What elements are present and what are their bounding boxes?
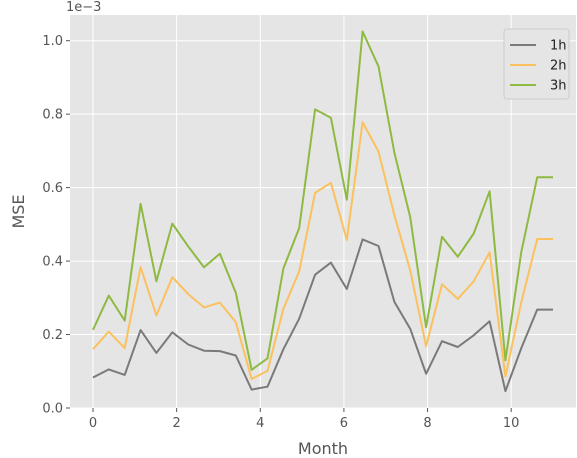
series-line-2h: [92, 121, 553, 380]
series-layer: [92, 30, 553, 393]
y-axis-label: MSE: [9, 194, 28, 228]
legend-box: [503, 28, 570, 100]
legend-label-3h: 3h: [550, 79, 567, 94]
legend-label-1h: 1h: [550, 39, 567, 54]
legend-label-2h: 2h: [550, 59, 567, 74]
series-line-3h: [92, 30, 553, 371]
y-tick-label: 1.0: [42, 34, 63, 49]
y-tick-label: 0.2: [42, 328, 63, 343]
y-tick-label: 0.4: [42, 255, 63, 270]
plot-area: [70, 15, 576, 408]
x-tick-label: 10: [503, 416, 520, 431]
x-tick-label: 4: [256, 416, 264, 431]
series-line-1h: [92, 238, 553, 393]
y-tick-label: 0.6: [42, 181, 63, 196]
x-tick-label: 2: [172, 416, 180, 431]
x-axis-label: Month: [298, 439, 348, 458]
x-tick-label: 8: [423, 416, 431, 431]
y-axis-offset-text: 1e−3: [66, 0, 101, 15]
y-tick-label: 0.0: [42, 402, 63, 417]
x-axis-ticks: 0 2 4 6 8 10: [89, 408, 520, 431]
y-axis-ticks: 0.0 0.2 0.4 0.6 0.8 1.0: [42, 34, 70, 417]
y-tick-label: 0.8: [42, 108, 63, 123]
x-tick-label: 6: [340, 416, 348, 431]
x-tick-label: 0: [89, 416, 97, 431]
legend: 1h 2h 3h: [503, 28, 570, 100]
